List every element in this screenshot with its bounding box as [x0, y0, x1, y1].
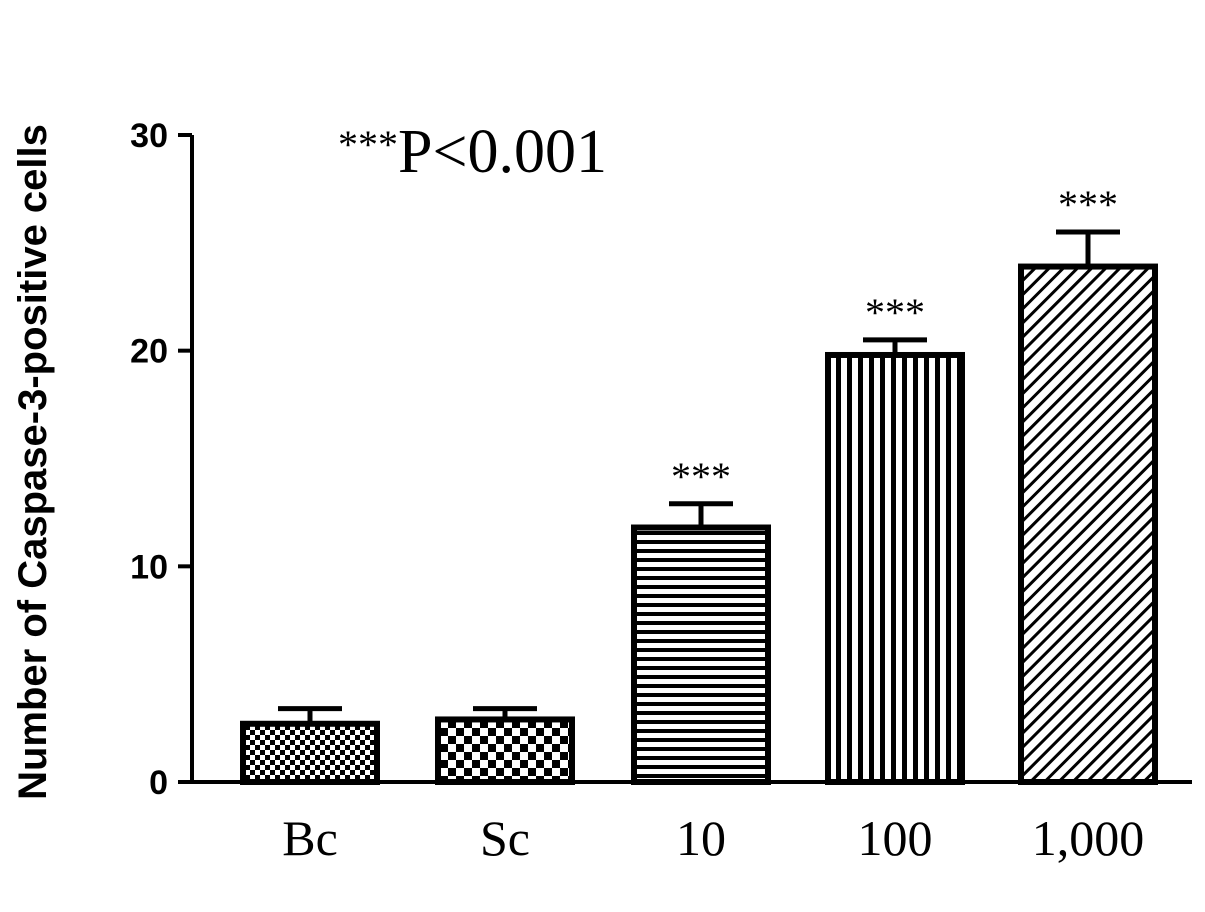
significance-stars: ***: [671, 454, 731, 499]
significance-stars: ***: [1058, 182, 1118, 227]
x-tick-label: 100: [858, 810, 933, 866]
x-tick-label: 10: [676, 810, 726, 866]
annotation-text: P<0.001: [398, 118, 607, 186]
significance-stars: ***: [865, 290, 925, 335]
x-tick-label: 1,000: [1032, 810, 1145, 866]
bar-Bc: [240, 720, 380, 786]
y-tick-label: 20: [130, 333, 168, 371]
y-tick-label: 0: [149, 764, 168, 802]
y-axis-label: Number of Caspase-3-positive cells: [11, 124, 55, 800]
x-tick-label: Sc: [480, 810, 530, 866]
significance-annotation: ***P<0.001: [338, 118, 607, 186]
bar-1,000: [1018, 263, 1158, 786]
bar-Sc: [435, 716, 575, 785]
bar-10: [631, 524, 771, 785]
y-tick-label: 10: [130, 548, 168, 586]
x-tick-label: Bc: [282, 810, 338, 866]
annotation-stars: ***: [338, 122, 398, 167]
bar-100: [825, 351, 965, 785]
y-tick-label: 30: [130, 117, 168, 155]
